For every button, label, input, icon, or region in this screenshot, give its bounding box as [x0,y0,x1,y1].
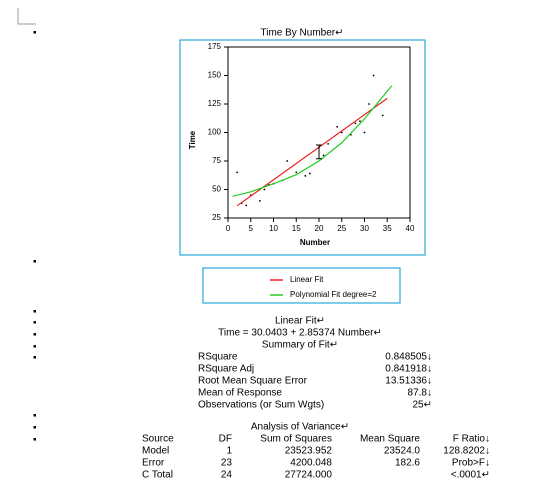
y-tick-label: 50 [212,185,221,194]
anova-header: F Ratio↓ [453,434,490,445]
anova-cell: Prob>F↓ [452,458,490,469]
equation: Time = 30.0403 + 2.85374 Number↵ [218,328,382,339]
y-tick-label: 75 [212,156,221,165]
anova-header: Mean Square [360,434,420,445]
x-tick-label: 0 [226,224,231,233]
summary-value: 25↵ [412,400,432,411]
summary-value: 13.51336↓ [385,376,432,387]
summary-label: RSquare Adj [198,364,254,375]
x-tick-label: 30 [360,224,369,233]
point [368,103,370,105]
summary-label: Mean of Response [198,388,282,399]
y-tick-label: 25 [212,213,221,222]
svg-text:▪: ▪ [33,330,37,341]
legend-frame [202,267,401,304]
svg-text:▪: ▪ [33,353,37,364]
x-axis-label: Number [300,238,330,247]
summary-label: Observations (or Sum Wgts) [198,400,324,411]
anova-cell: 4200.048 [290,458,332,469]
point [340,131,343,134]
point [304,174,307,177]
x-tick-label: 10 [269,224,278,233]
point [322,154,325,157]
chart-frame [179,39,426,256]
summary-label: RSquare [198,352,238,363]
point [372,74,375,77]
svg-text:▪: ▪ [33,307,37,318]
anova-cell: Error [142,458,165,469]
anova-cell: C Total [142,470,173,480]
summary-value: 0.848505↓ [385,352,432,363]
x-tick-label: 35 [383,224,392,233]
svg-text:▪: ▪ [33,423,37,434]
point [263,188,266,191]
anova-cell: 24 [221,470,233,480]
anova-cell: 182.6 [395,458,420,469]
y-tick-label: 175 [208,42,222,51]
anova-cell: 27724.000 [285,470,333,480]
anova-cell: Model [142,446,169,457]
svg-text:▪: ▪ [33,318,37,329]
point [327,143,329,145]
summary-value: 87.8↓ [408,388,432,399]
fit-title: Linear Fit↵ [275,316,325,327]
legend-label: Polynomial Fit degree=2 [290,290,377,299]
legend-label: Linear Fit [290,275,324,284]
y-tick-label: 100 [208,128,222,137]
fit-line [232,85,393,197]
y-tick-label: 125 [208,99,222,108]
corner-mark [17,8,36,25]
svg-text:▪: ▪ [33,342,37,353]
y-axis-label: Time [188,130,197,149]
anova-header: Source [142,434,174,445]
svg-text:▪: ▪ [33,257,37,268]
anova-title: Analysis of Variance↵ [251,422,349,433]
x-tick-label: 20 [315,224,324,233]
anova-cell: 1 [226,446,232,457]
x-tick-label: 25 [337,224,346,233]
x-tick-label: 15 [292,224,301,233]
point [363,131,366,134]
point [336,125,339,128]
error-bar [316,144,322,160]
anova-cell: 23 [221,458,233,469]
x-tick-label: 5 [249,224,254,233]
anova-cell: 23523.952 [285,446,333,457]
point [354,122,357,125]
x-tick-label: 40 [406,224,415,233]
chart-title: Time By Number↵ [260,28,343,39]
svg-text:▪: ▪ [33,435,37,446]
summary-title: Summary of Fit↵ [262,340,338,351]
point [295,171,298,174]
bullets: ▪▪▪▪ ▪▪▪▪ ▪▪ [33,28,37,446]
anova-cell: <.0001↵ [451,470,490,480]
point [359,120,361,122]
svg-text:▪: ▪ [33,411,37,422]
y-tick-label: 150 [208,71,222,80]
svg-text:▪: ▪ [33,28,37,39]
point [286,160,289,162]
anova-cell: 23524.0 [384,446,421,457]
summary-label: Root Mean Square Error [198,376,308,387]
point [309,172,311,175]
point [381,114,384,117]
point [258,200,261,202]
anova-cell: 128.8202↓ [443,446,490,457]
point [236,171,239,174]
anova-header: Sum of Squares [260,434,332,445]
summary-value: 0.841918↓ [385,364,432,375]
point [245,204,248,207]
anova-header: DF [219,434,232,445]
